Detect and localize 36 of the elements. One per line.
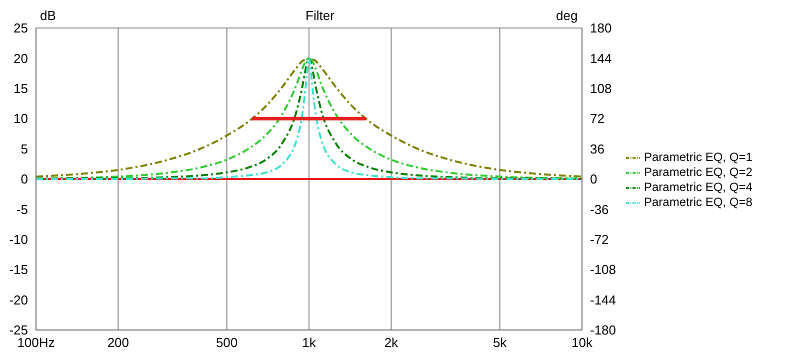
y2-tick-label: -72 [590, 232, 609, 248]
x-tick-label: 2k [384, 335, 399, 350]
y2-tick-label: 36 [590, 141, 604, 156]
y2-tick-label: -36 [590, 202, 609, 217]
x-tick-label: 5k [492, 335, 508, 350]
y-tick-label: 15 [14, 81, 28, 96]
x-tick-label: 1k [302, 335, 316, 350]
y-tick-label: 5 [20, 141, 28, 156]
y2-tick-label: 108 [590, 81, 612, 96]
x-tick-label: 100Hz [17, 335, 55, 350]
y2-tick-label: 180 [590, 20, 612, 36]
y-tick-label: -25 [9, 322, 28, 338]
y-tick-label: -5 [16, 202, 28, 217]
chart-title: Filter [306, 8, 334, 23]
y-tick-label: -20 [9, 292, 28, 308]
y2-tick-label: 144 [590, 50, 612, 66]
y-axis-title: dB [40, 8, 56, 23]
y-tick-label: -10 [9, 232, 28, 248]
y-tick-label: -15 [9, 262, 28, 278]
y-tick-label: 25 [14, 20, 28, 36]
y2-tick-label: 72 [590, 111, 604, 126]
y-tick-label: 10 [14, 111, 28, 126]
y2-tick-label: -108 [590, 262, 616, 278]
y2-tick-label: -144 [590, 292, 616, 308]
y2-tick-label: 0 [590, 172, 598, 187]
legend-label: Parametric EQ, Q=4 [644, 180, 752, 194]
y-tick-label: 0 [20, 172, 28, 187]
x-tick-label: 500 [216, 335, 238, 350]
x-tick-label: 200 [107, 335, 130, 350]
y-tick-label: 20 [14, 50, 28, 66]
legend-label: Parametric EQ, Q=1 [644, 150, 752, 164]
legend-label: Parametric EQ, Q=2 [644, 165, 752, 180]
y2-axis-title: deg [556, 8, 578, 23]
x-tick-label: 10k [572, 335, 593, 350]
legend-label: Parametric EQ, Q=8 [644, 194, 752, 209]
y2-tick-label: -180 [590, 322, 616, 338]
